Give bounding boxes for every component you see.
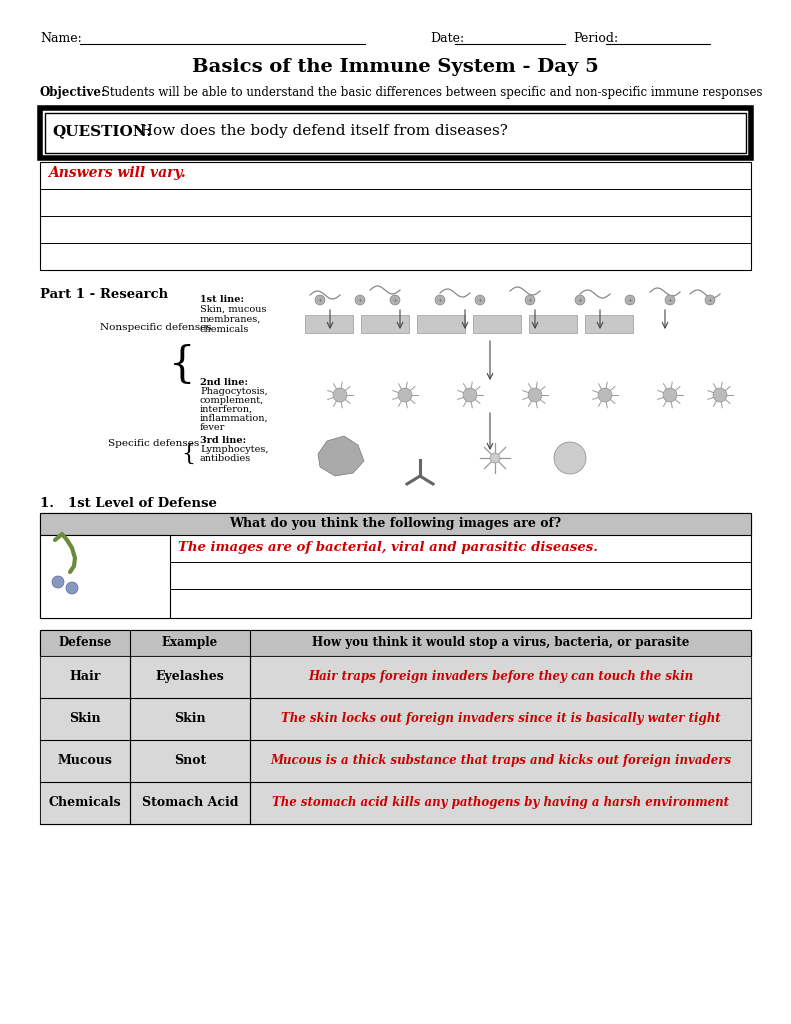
Text: {: {	[181, 443, 195, 465]
Circle shape	[490, 453, 500, 463]
Circle shape	[713, 388, 727, 402]
Text: +: +	[358, 298, 362, 302]
Text: 3rd line:: 3rd line:	[200, 436, 246, 445]
Text: Phagocytosis,: Phagocytosis,	[200, 387, 267, 396]
Text: Chemicals: Chemicals	[49, 796, 121, 809]
Text: Date:: Date:	[430, 32, 464, 45]
Bar	[40, 698, 751, 740]
Bar	[40, 656, 751, 698]
Circle shape	[598, 388, 612, 402]
Circle shape	[554, 442, 586, 474]
Text: Part 1 - Research: Part 1 - Research	[40, 288, 168, 301]
Text: Name:: Name:	[40, 32, 81, 45]
Text: +: +	[318, 298, 323, 302]
Text: Skin: Skin	[69, 712, 100, 725]
Text: The stomach acid kills any pathogens by having a harsh environment: The stomach acid kills any pathogens by …	[272, 796, 729, 809]
Circle shape	[463, 388, 477, 402]
Circle shape	[435, 295, 445, 305]
Circle shape	[575, 295, 585, 305]
Bar	[40, 162, 751, 270]
Text: +: +	[437, 298, 442, 302]
Bar	[40, 535, 170, 618]
Text: +: +	[392, 298, 397, 302]
Text: How you think it would stop a virus, bacteria, or parasite: How you think it would stop a virus, bac…	[312, 636, 689, 649]
Circle shape	[705, 295, 715, 305]
Text: Objective:: Objective:	[40, 86, 106, 99]
Bar	[305, 315, 353, 333]
Text: Answers will vary.: Answers will vary.	[48, 167, 186, 180]
Text: Mucous is a thick substance that traps and kicks out foreign invaders: Mucous is a thick substance that traps a…	[270, 754, 731, 767]
Text: interferon,: interferon,	[200, 406, 253, 414]
Circle shape	[625, 295, 635, 305]
Text: +: +	[478, 298, 483, 302]
Circle shape	[475, 295, 485, 305]
Circle shape	[333, 388, 347, 402]
Text: How does the body defend itself from diseases?: How does the body defend itself from dis…	[130, 124, 508, 138]
Circle shape	[390, 295, 400, 305]
Bar	[361, 315, 409, 333]
Bar	[585, 315, 633, 333]
Polygon shape	[318, 436, 364, 476]
Text: What do you think the following images are of?: What do you think the following images a…	[229, 517, 562, 530]
Text: Defense: Defense	[59, 636, 112, 649]
Bar	[40, 513, 751, 535]
Text: Period:: Period:	[573, 32, 618, 45]
Text: complement,: complement,	[200, 396, 264, 406]
Text: 1st line:: 1st line:	[200, 295, 244, 304]
Text: 1.   1st Level of Defense: 1. 1st Level of Defense	[40, 497, 217, 510]
Bar	[529, 315, 577, 333]
Circle shape	[525, 295, 535, 305]
Text: QUESTION:: QUESTION:	[52, 124, 152, 138]
Text: Lymphocytes,: Lymphocytes,	[200, 445, 268, 454]
Bar	[40, 630, 751, 656]
Text: fever: fever	[200, 423, 225, 432]
Circle shape	[663, 388, 677, 402]
Circle shape	[528, 388, 542, 402]
Text: +: +	[577, 298, 582, 302]
Text: Hair traps foreign invaders before they can touch the skin: Hair traps foreign invaders before they …	[308, 670, 693, 683]
Text: Eyelashes: Eyelashes	[156, 670, 225, 683]
Circle shape	[52, 575, 64, 588]
Circle shape	[66, 582, 78, 594]
Bar	[40, 108, 751, 158]
Text: Basics of the Immune System - Day 5: Basics of the Immune System - Day 5	[192, 58, 599, 76]
Text: +: +	[627, 298, 632, 302]
Circle shape	[398, 388, 412, 402]
Bar	[473, 315, 521, 333]
Bar	[40, 740, 751, 782]
Text: +: +	[668, 298, 672, 302]
Text: membranes,: membranes,	[200, 315, 261, 324]
Text: The skin locks out foreign invaders since it is basically water tight: The skin locks out foreign invaders sinc…	[281, 712, 721, 725]
Text: antibodies: antibodies	[200, 454, 252, 463]
Text: Example: Example	[162, 636, 218, 649]
Text: Stomach Acid: Stomach Acid	[142, 796, 238, 809]
Bar	[40, 513, 751, 618]
Text: +: +	[528, 298, 532, 302]
Bar	[417, 315, 465, 333]
Text: chemicals: chemicals	[200, 325, 249, 334]
Text: Nonspecific defenses: Nonspecific defenses	[100, 323, 212, 332]
Text: Snot: Snot	[174, 754, 206, 767]
Bar	[40, 782, 751, 824]
Text: Skin: Skin	[174, 712, 206, 725]
Text: Specific defenses: Specific defenses	[108, 439, 199, 449]
Bar	[40, 630, 751, 824]
Text: 2nd line:: 2nd line:	[200, 378, 248, 387]
Text: The images are of bacterial, viral and parasitic diseases.: The images are of bacterial, viral and p…	[178, 542, 598, 555]
Text: inflammation,: inflammation,	[200, 414, 269, 423]
Circle shape	[665, 295, 675, 305]
Text: Students will be able to understand the basic differences between specific and n: Students will be able to understand the …	[98, 86, 763, 99]
Bar	[45, 113, 746, 153]
Text: {: {	[168, 344, 195, 386]
Text: Mucous: Mucous	[58, 754, 112, 767]
Text: Skin, mucous: Skin, mucous	[200, 305, 267, 314]
Circle shape	[315, 295, 325, 305]
Text: Hair: Hair	[70, 670, 100, 683]
Circle shape	[355, 295, 365, 305]
Text: +: +	[708, 298, 713, 302]
